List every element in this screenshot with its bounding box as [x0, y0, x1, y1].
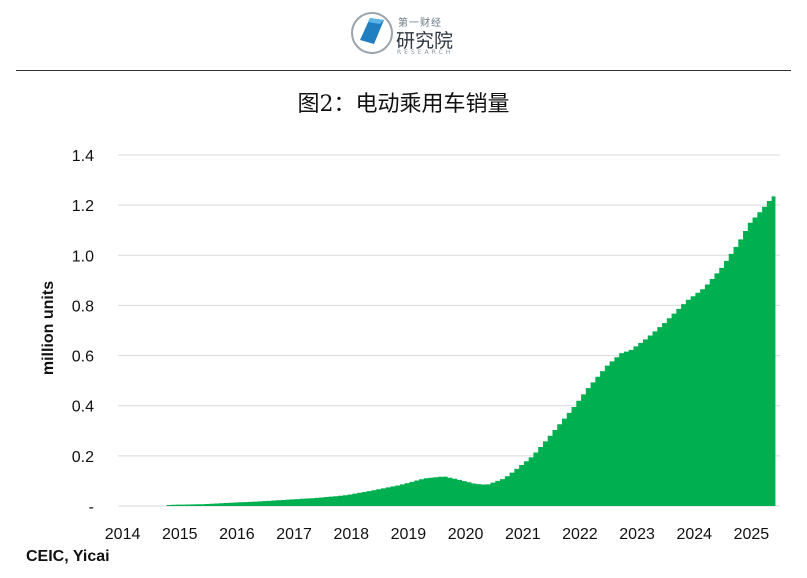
y-tick-label: -	[89, 499, 94, 516]
y-tick-label: 1.2	[72, 198, 94, 215]
y-tick-label: 0.2	[72, 449, 94, 466]
x-tick-label: 2023	[619, 526, 655, 543]
x-tick-label: 2021	[505, 526, 541, 543]
x-tick-labels: 2014 2015 2016 2017 2018 2019 2020 2021 2022 2023…	[105, 526, 770, 543]
area-series	[166, 196, 776, 506]
y-tick-label: 1.4	[72, 148, 94, 165]
y-tick-label: 0.6	[72, 349, 94, 366]
x-tick-label: 2025	[734, 526, 770, 543]
sales-area	[166, 196, 776, 506]
source-note: CEIC, Yicai	[26, 548, 110, 565]
y-tick-label: 1.0	[72, 248, 94, 265]
x-tick-label: 2020	[448, 526, 484, 543]
x-tick-label: 2019	[391, 526, 427, 543]
x-tick-label: 2014	[105, 526, 141, 543]
y-tick-label: 0.4	[72, 399, 94, 416]
logo-emblem-icon	[351, 12, 393, 54]
yicai-research-logo: 第一财经 研究院 RESEARCH	[350, 10, 460, 56]
x-tick-label: 2024	[676, 526, 712, 543]
chart-title: 图2：电动乘用车销量	[297, 92, 510, 117]
logo-main-text: 研究院	[396, 30, 454, 52]
x-tick-label: 2022	[562, 526, 598, 543]
x-tick-label: 2017	[276, 526, 312, 543]
y-axis-label: million units	[40, 281, 57, 375]
header-divider	[16, 70, 791, 71]
x-tick-label: 2015	[162, 526, 198, 543]
y-tick-labels: - 0.2 0.4 0.6 0.8 1.0 1.2 1.4	[72, 148, 94, 516]
logo-sub-text: RESEARCH	[397, 49, 454, 56]
logo-top-text: 第一财经	[398, 18, 442, 29]
x-tick-label: 2018	[333, 526, 369, 543]
x-tick-label: 2016	[219, 526, 255, 543]
y-tick-label: 0.8	[72, 298, 94, 315]
